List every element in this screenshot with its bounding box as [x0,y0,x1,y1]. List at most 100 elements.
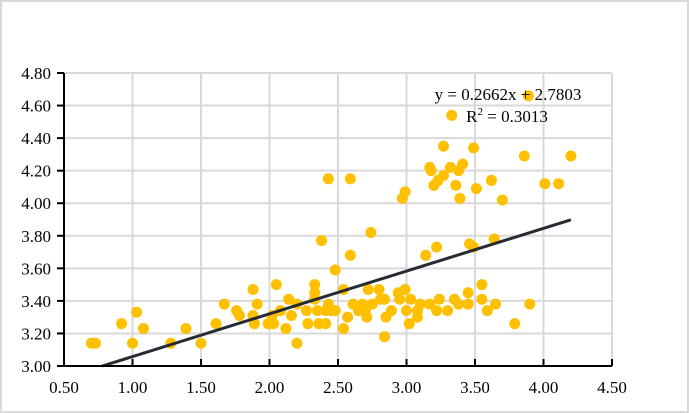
data-point [344,173,356,185]
data-point [218,298,230,310]
data-point [195,337,207,349]
data-point [462,298,474,310]
data-point [285,310,297,322]
r2-prefix: R [466,107,478,126]
data-point [247,283,259,295]
data-point [420,249,432,261]
data-point [453,298,465,310]
data-point [524,298,536,310]
r-squared-label: R2 = 0.3013 [466,106,548,126]
y-tick-label: 3.80 [21,227,51,246]
data-point [405,293,417,305]
x-tick-label: 2.50 [323,378,353,397]
data-point [399,186,411,198]
data-point [457,158,469,170]
y-tick-label: 3.00 [21,357,51,376]
data-point [431,241,443,253]
trendline [101,218,572,368]
data-point [509,318,521,330]
trendline-equation: y = 0.2662x + 2.7803 [435,85,582,104]
x-tick-label: 3.50 [460,378,490,397]
data-point [476,293,488,305]
x-tick-label: 1.50 [186,378,216,397]
x-tick-label: 0.50 [49,378,79,397]
data-point [309,279,321,291]
y-tick-label: 4.40 [21,129,51,148]
data-point [437,140,449,152]
data-point [403,318,415,330]
data-point [411,311,423,323]
data-point [481,305,493,317]
data-point [325,305,337,317]
data-point [373,283,385,295]
data-point [518,150,530,162]
data-point [379,293,391,305]
x-tick-labels: 0.50 1.00 1.50 2.00 2.50 3.00 3.50 4.00 4.50 [49,378,627,397]
data-point [539,178,551,190]
data-point [401,305,412,317]
y-tick-label: 4.60 [21,97,51,116]
data-point [362,283,374,295]
data-point [496,194,508,206]
x-tick-label: 3.00 [392,378,422,397]
data-point [446,109,458,121]
data-point [414,298,426,310]
y-tick-label: 3.40 [21,292,51,311]
data-point [468,142,480,154]
data-point [366,298,378,310]
x-tick-label: 2.00 [255,378,285,397]
data-point [437,170,449,182]
r2-sup: 2 [478,106,484,118]
y-tick-label: 3.60 [21,259,51,278]
data-point [311,305,323,317]
data-point [329,264,341,276]
data-point [553,178,565,190]
x-tick-label: 1.00 [118,378,148,397]
data-point [385,305,397,317]
data-point [565,150,577,162]
data-point [337,323,349,335]
data-point [431,305,443,317]
data-point [490,298,502,310]
data-point [210,318,222,330]
y-tick-label: 4.20 [21,162,51,181]
data-point [424,298,436,310]
data-point [268,318,280,330]
data-point [116,318,128,330]
data-points [85,90,577,349]
data-point [462,287,474,299]
data-point [251,298,263,310]
x-tick-label: 4.00 [529,378,559,397]
data-point [522,90,534,102]
data-point [442,305,454,317]
data-point [342,311,354,323]
y-tick-labels: 3.00 3.20 3.40 3.60 3.80 4.00 4.20 4.40 4.60 4.80 [21,64,51,376]
data-point [485,174,497,186]
data-point [425,165,437,177]
y-tick-label: 4.00 [21,194,51,213]
axes [57,72,613,367]
data-point [399,283,411,295]
x-tick-label: 4.50 [597,378,627,397]
data-point [127,337,138,349]
data-point [280,323,292,335]
gridlines [64,72,613,366]
data-point [180,323,192,335]
data-point [379,331,391,343]
data-point [320,318,332,330]
data-point [454,192,466,204]
data-point [270,279,282,291]
data-point [450,179,462,191]
data-point [361,311,373,323]
data-point [344,249,356,261]
data-point [470,183,482,195]
data-point [137,323,149,335]
data-point [90,337,102,349]
data-point [291,337,303,349]
data-point [365,227,377,239]
data-point [131,306,143,318]
data-point [433,293,445,305]
data-point [316,235,328,247]
data-point [283,293,295,305]
